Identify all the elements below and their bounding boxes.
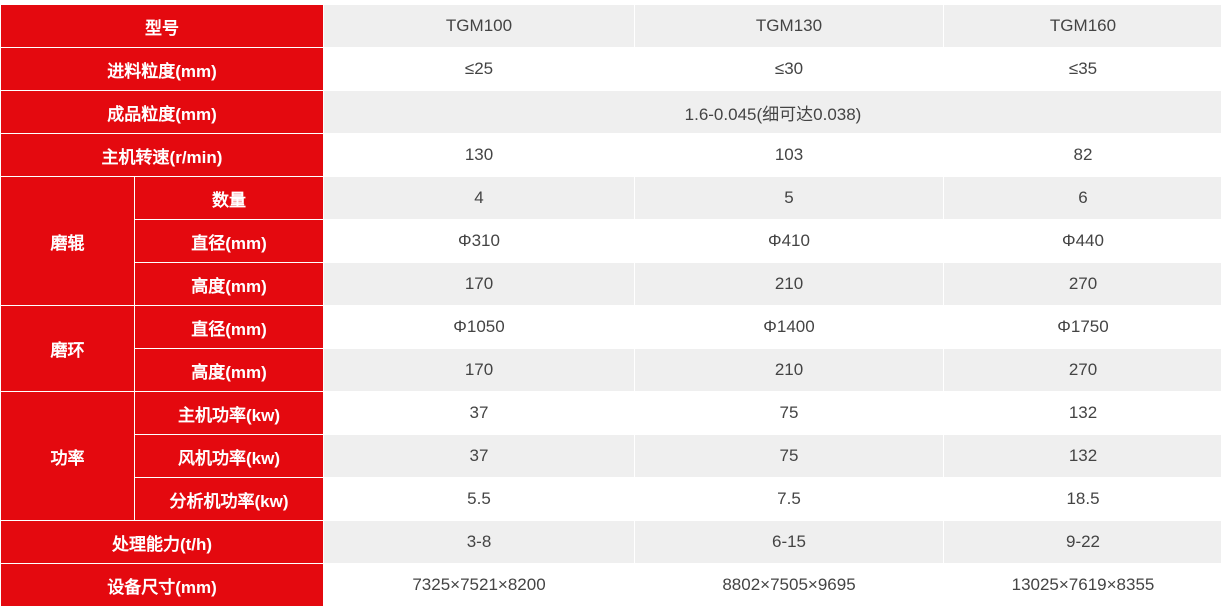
value-cell: 103 xyxy=(634,133,944,177)
value-cell: Φ440 xyxy=(943,219,1221,263)
value-cell: 170 xyxy=(323,348,635,392)
row-label: 高度(mm) xyxy=(134,262,324,306)
value-cell: 6 xyxy=(943,176,1221,220)
value-cell: 132 xyxy=(943,434,1221,478)
table-row: 直径(mm) Φ310 Φ410 Φ440 xyxy=(1,219,1221,263)
value-cell: 75 xyxy=(634,434,944,478)
model-name: TGM160 xyxy=(943,4,1221,48)
value-cell: 170 xyxy=(323,262,635,306)
value-cell: Φ1400 xyxy=(634,305,944,349)
value-cell: 7.5 xyxy=(634,477,944,521)
value-cell: ≤30 xyxy=(634,47,944,91)
row-label: 数量 xyxy=(134,176,324,220)
value-cell: Φ310 xyxy=(323,219,635,263)
value-cell: 130 xyxy=(323,133,635,177)
row-label: 设备尺寸(mm) xyxy=(0,563,324,607)
value-cell: 210 xyxy=(634,348,944,392)
value-cell: 5.5 xyxy=(323,477,635,521)
table-body: 型号 TGM100 TGM130 TGM160 进料粒度(mm) ≤25 ≤30 ≤35 成品粒… xyxy=(0,4,1221,607)
value-cell: 270 xyxy=(943,348,1221,392)
table-row: 处理能力(t/h) 3-8 6-15 9-22 xyxy=(0,520,1221,564)
spec-table: 型号 TGM100 TGM130 TGM160 进料粒度(mm) ≤25 ≤30 ≤35 成品粒… xyxy=(0,4,1221,607)
value-cell: 18.5 xyxy=(943,477,1221,521)
table-row: 进料粒度(mm) ≤25 ≤30 ≤35 xyxy=(0,47,1221,91)
header-label: 型号 xyxy=(0,4,324,48)
value-cell: ≤25 xyxy=(323,47,635,91)
row-label: 处理能力(t/h) xyxy=(0,520,324,564)
table-row: 磨辊 数量 4 5 6 xyxy=(0,176,1221,306)
value-cell: 37 xyxy=(323,391,635,435)
value-cell: 270 xyxy=(943,262,1221,306)
table-row: 设备尺寸(mm) 7325×7521×8200 8802×7505×9695 1302… xyxy=(0,563,1221,607)
row-label: 高度(mm) xyxy=(134,348,324,392)
row-label: 直径(mm) xyxy=(134,219,324,263)
row-label: 分析机功率(kw) xyxy=(134,477,324,521)
value-cell: Φ1750 xyxy=(943,305,1221,349)
value-cell: ≤35 xyxy=(943,47,1221,91)
table-row: 功率 主机功率(kw) 37 75 132 xyxy=(0,391,1221,521)
value-cell: 1.6-0.045(细可达0.038) xyxy=(323,90,1221,134)
row-label: 主机转速(r/min) xyxy=(0,133,324,177)
value-cell: 6-15 xyxy=(634,520,944,564)
value-cell: 4 xyxy=(323,176,635,220)
row-label: 直径(mm) xyxy=(134,305,324,349)
row-label: 风机功率(kw) xyxy=(134,434,324,478)
row-label: 进料粒度(mm) xyxy=(0,47,324,91)
model-name: TGM130 xyxy=(634,4,944,48)
value-cell: 9-22 xyxy=(943,520,1221,564)
row-label: 主机功率(kw) xyxy=(134,391,324,435)
value-cell: 75 xyxy=(634,391,944,435)
group-label: 磨环 xyxy=(0,305,135,392)
value-cell: 5 xyxy=(634,176,944,220)
table-row: 磨环 直径(mm) Φ1050 Φ1400 Φ1750 xyxy=(0,305,1221,392)
value-cell: Φ410 xyxy=(634,219,944,263)
row-label: 成品粒度(mm) xyxy=(0,90,324,134)
value-cell: 3-8 xyxy=(323,520,635,564)
value-cell: Φ1050 xyxy=(323,305,635,349)
table-row: 成品粒度(mm) 1.6-0.045(细可达0.038) xyxy=(0,90,1221,134)
table-row: 风机功率(kw) 37 75 132 xyxy=(1,434,1221,478)
table-row: 型号 TGM100 TGM130 TGM160 xyxy=(0,4,1221,48)
group-label: 磨辊 xyxy=(0,176,135,306)
model-name: TGM100 xyxy=(323,4,635,48)
value-cell: 37 xyxy=(323,434,635,478)
table-row: 高度(mm) 170 210 270 xyxy=(1,348,1221,392)
group-label: 功率 xyxy=(0,391,135,521)
value-cell: 7325×7521×8200 xyxy=(323,563,635,607)
value-cell: 210 xyxy=(634,262,944,306)
value-cell: 13025×7619×8355 xyxy=(943,563,1221,607)
value-cell: 8802×7505×9695 xyxy=(634,563,944,607)
table-row: 高度(mm) 170 210 270 xyxy=(1,262,1221,306)
value-cell: 82 xyxy=(943,133,1221,177)
table-row: 主机转速(r/min) 130 103 82 xyxy=(0,133,1221,177)
value-cell: 132 xyxy=(943,391,1221,435)
table-row: 分析机功率(kw) 5.5 7.5 18.5 xyxy=(1,477,1221,521)
